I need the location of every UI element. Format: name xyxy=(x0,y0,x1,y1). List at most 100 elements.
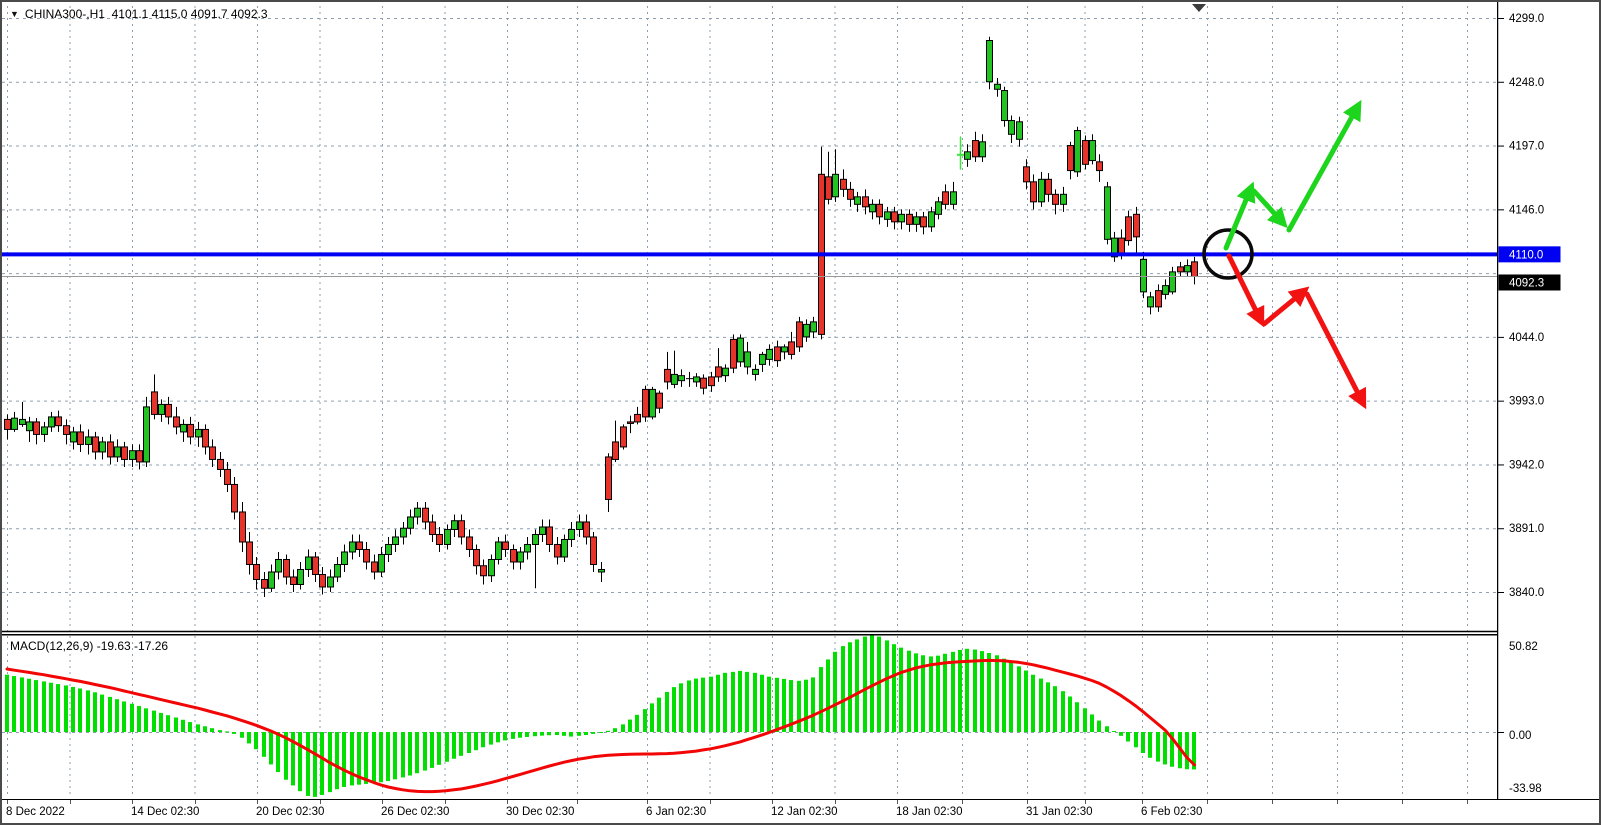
time-tick xyxy=(962,800,963,804)
time-tick xyxy=(7,800,8,804)
bullish-candle xyxy=(1008,120,1015,135)
bearish-candle xyxy=(55,416,62,427)
macd-histogram-bar xyxy=(679,683,683,732)
macd-histogram-bar xyxy=(232,732,236,734)
macd-histogram-bar xyxy=(1105,726,1109,732)
bullish-candle xyxy=(341,551,348,565)
entry-point-circle-annotation[interactable] xyxy=(1202,228,1254,280)
macd-histogram-bar xyxy=(841,646,845,732)
bearish-candle xyxy=(546,526,553,545)
macd-histogram-bar xyxy=(1053,686,1057,732)
bullish-candle xyxy=(114,446,121,458)
bullish-scenario-arrow[interactable] xyxy=(1223,181,1256,251)
bullish-candle xyxy=(884,211,891,220)
macd-histogram-bar xyxy=(929,656,933,732)
macd-histogram-bar xyxy=(393,732,397,780)
macd-histogram-bar xyxy=(291,732,295,786)
bearish-candle xyxy=(429,521,436,535)
time-tick xyxy=(1272,800,1273,804)
bullish-candle xyxy=(268,571,275,589)
macd-histogram-bar xyxy=(159,712,163,732)
macd-histogram-bar xyxy=(152,710,156,732)
macd-histogram-bar xyxy=(687,680,691,732)
bearish-candle xyxy=(224,468,231,485)
bullish-candle xyxy=(297,568,304,585)
macd-histogram-bar xyxy=(540,732,544,736)
bullish-candle xyxy=(722,367,729,377)
macd-histogram-bar xyxy=(20,677,24,732)
bullish-candle xyxy=(407,516,414,529)
bearish-candle xyxy=(283,558,290,578)
bullish-candle xyxy=(832,173,839,198)
macd-histogram-bar xyxy=(474,732,478,751)
macd-histogram-bar xyxy=(877,636,881,732)
macd-histogram-bar xyxy=(914,653,918,732)
macd-histogram-bar xyxy=(496,732,500,743)
bearish-candle xyxy=(1133,213,1140,238)
macd-histogram-bar xyxy=(1156,732,1160,762)
bearish-candle xyxy=(1023,166,1030,183)
bullish-candle xyxy=(143,406,150,463)
bullish-candle xyxy=(19,418,26,425)
bullish-candle xyxy=(986,40,993,83)
macd-histogram-bar xyxy=(760,674,764,732)
macd-histogram-bar xyxy=(379,732,383,783)
macd-histogram-bar xyxy=(1002,658,1006,732)
macd-histogram-bar xyxy=(1141,732,1145,753)
bullish-candle xyxy=(781,346,788,353)
macd-histogram-bar xyxy=(1170,732,1174,767)
macd-histogram-bar xyxy=(863,636,867,732)
bullish-candle xyxy=(1089,140,1096,162)
chart-shift-icon[interactable] xyxy=(1192,4,1206,12)
bearish-candle xyxy=(1052,193,1059,205)
bullish-candle xyxy=(854,196,861,205)
time-tick xyxy=(257,800,258,804)
bearish-candle xyxy=(1082,140,1089,165)
macd-histogram-bar xyxy=(1134,732,1138,748)
bullish-candle xyxy=(693,376,700,383)
bullish-candle xyxy=(928,211,935,228)
macd-histogram-bar xyxy=(1097,720,1101,732)
macd-histogram-bar xyxy=(401,732,405,778)
bullish-candle xyxy=(737,337,744,363)
time-axis[interactable]: 8 Dec 2022 14 Dec 02:30 20 Dec 02:30 26 Dec… xyxy=(2,799,1599,823)
macd-histogram-bar xyxy=(1112,731,1116,733)
bearish-candle xyxy=(554,543,561,558)
macd-indicator-canvas[interactable] xyxy=(2,634,1497,799)
macd-histogram-bar xyxy=(452,732,456,759)
bearish-scenario-arrow[interactable] xyxy=(1261,286,1310,327)
macd-zero-label: 0.00 xyxy=(1509,730,1531,742)
macd-histogram-bar xyxy=(848,642,852,732)
bullish-scenario-arrow[interactable] xyxy=(1251,188,1288,229)
macd-histogram-bar xyxy=(503,732,507,741)
macd-histogram-bar xyxy=(1039,678,1043,732)
bullish-scenario-arrow[interactable] xyxy=(1286,99,1362,233)
macd-histogram-bar xyxy=(745,671,749,732)
bearish-scenario-arrow[interactable] xyxy=(1226,253,1265,328)
main-price-chart-canvas[interactable] xyxy=(2,2,1497,634)
macd-histogram-bar xyxy=(657,697,661,732)
bullish-candle xyxy=(334,563,341,578)
macd-histogram-bar xyxy=(613,728,617,732)
bearish-candle xyxy=(209,446,216,460)
bullish-candle xyxy=(524,543,531,553)
macd-histogram-bar xyxy=(1148,732,1152,758)
macd-histogram-bar xyxy=(423,732,427,771)
macd-histogram-bar xyxy=(313,732,317,797)
macd-histogram-bar xyxy=(628,719,632,732)
time-tick xyxy=(382,800,383,804)
bearish-candle xyxy=(788,341,795,355)
macd-histogram-bar xyxy=(731,671,735,732)
bearish-candle xyxy=(1125,216,1132,242)
bearish-candle xyxy=(708,376,715,387)
price-axis[interactable]: 4299.0 4248.0 4197.0 4146.0 4044.0 3993.0 3942… xyxy=(1497,2,1601,825)
bearish-candle xyxy=(319,573,326,588)
macd-histogram-bar xyxy=(782,678,786,732)
macd-histogram-bar xyxy=(819,667,823,732)
time-axis-label: 20 Dec 02:30 xyxy=(256,806,325,818)
macd-histogram-bar xyxy=(108,696,112,732)
one-click-trading-collapse-icon[interactable]: ▼ xyxy=(10,8,19,19)
bearish-candle xyxy=(825,176,832,200)
price-tick-label: 4299.0 xyxy=(1509,13,1544,25)
bearish-scenario-arrow[interactable] xyxy=(1304,291,1367,410)
